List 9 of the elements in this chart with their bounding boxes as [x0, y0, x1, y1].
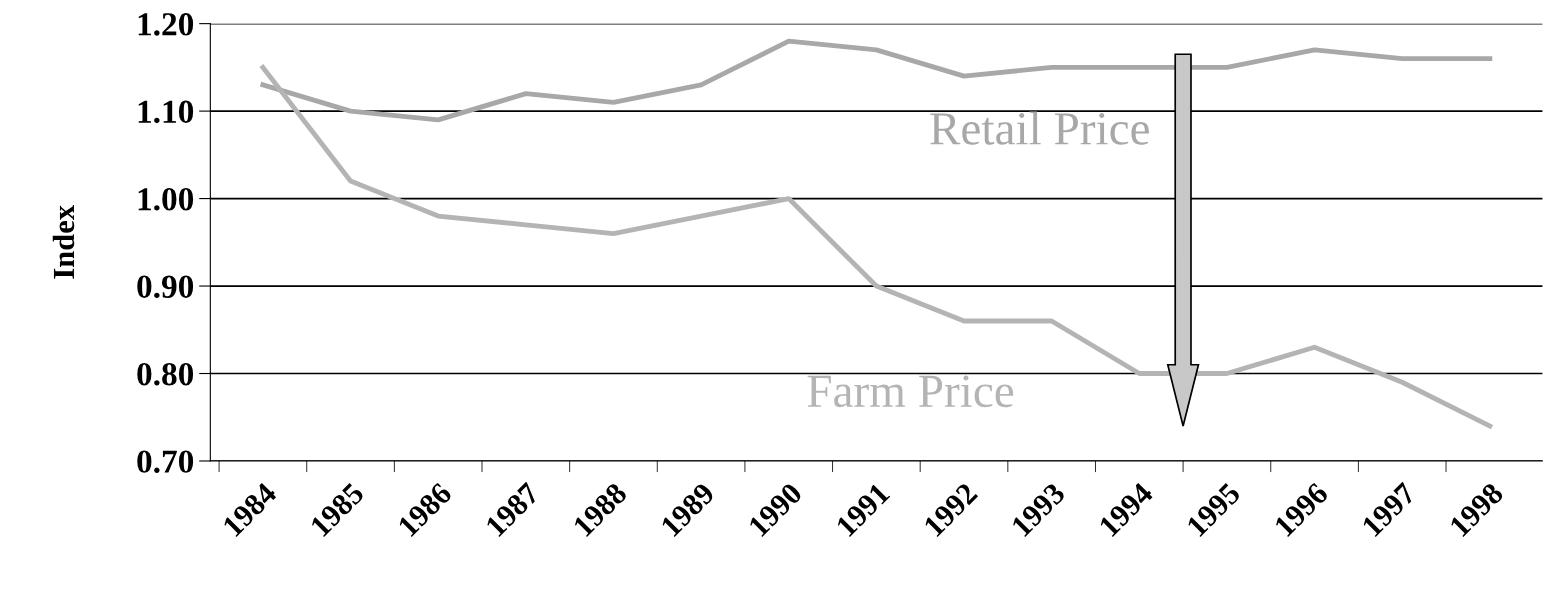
y-tick-label: 1.20 — [138, 13, 194, 36]
y-tick-label: 0.70 — [137, 450, 194, 474]
y-tick-label: 0.80 — [137, 362, 194, 386]
y-tick-label: 0.90 — [137, 275, 194, 299]
y-tick-label: 1.00 — [138, 187, 194, 211]
series-label: Retail Price — [930, 111, 1149, 145]
y-axis-title: Index — [52, 205, 75, 279]
series-label: Farm Price — [807, 375, 1014, 408]
y-tick-label: 1.10 — [138, 100, 194, 124]
